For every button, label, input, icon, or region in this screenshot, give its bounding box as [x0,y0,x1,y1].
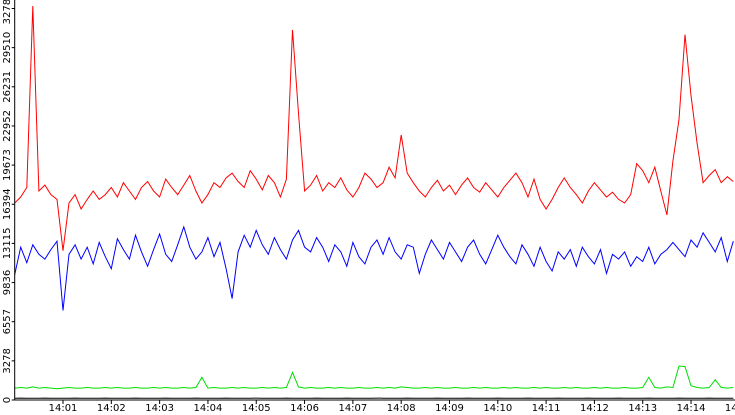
y-tick-label: 9836 [2,270,13,295]
y-tick-label: 16394 [2,188,13,220]
x-tick-label: 14:03 [145,403,174,414]
x-tick-label: 14:04 [194,403,223,414]
x-tick-label: 14:02 [97,403,126,414]
data-line [14,365,734,390]
x-tick-label: 14:15 [725,403,735,414]
x-tick-label: 14:06 [290,403,319,414]
y-tick-label: 22952 [2,110,13,142]
x-tick-label: 14:13 [628,403,657,414]
y-tick-label: 13115 [2,227,13,259]
x-tick-label: 14:07 [338,403,367,414]
y-tick-label: 26231 [2,71,13,103]
x-tick-label: 14:11 [532,403,561,414]
y-tick-label: 32789 [2,0,13,24]
data-line [14,5,734,251]
y-tick-label: 6557 [2,309,13,334]
x-tick-label: 14:09 [435,403,464,414]
x-tick-label: 14:10 [483,403,512,414]
y-tick-label: 0 [2,397,13,403]
y-tick-label: 3278 [2,348,13,373]
x-tick-label: 14:08 [387,403,416,414]
x-tick-label: 14:14 [677,403,706,414]
y-tick-label: 19673 [2,149,13,181]
y-tick-label: 29510 [2,32,13,64]
x-tick-label: 14:05 [242,403,271,414]
x-tick-label: 14:12 [580,403,609,414]
x-tick-label: 14:01 [49,403,78,414]
data-line [14,225,734,311]
